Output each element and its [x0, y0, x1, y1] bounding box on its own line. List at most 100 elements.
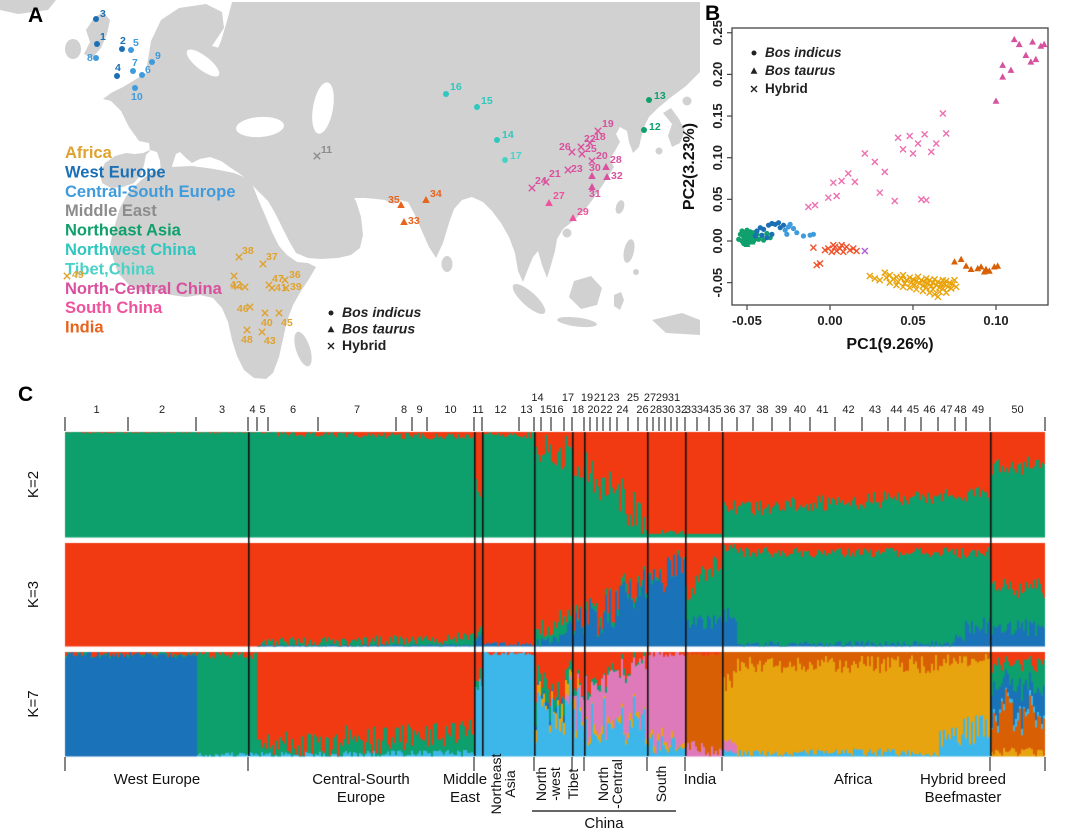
pca-ytick-label: 0.15: [710, 103, 725, 128]
x-marker: [528, 184, 536, 192]
x-marker: [866, 272, 874, 280]
map-point-label: 40: [261, 317, 273, 329]
pca-ytick-label: -0.05: [710, 268, 725, 298]
breed-number-13: 13: [520, 404, 532, 416]
map-point-label: 48: [241, 334, 253, 346]
triangle-marker: [985, 267, 993, 274]
x-marker: [833, 192, 841, 200]
map-point-label: 47: [272, 273, 284, 285]
breed-number-34: 34: [697, 404, 709, 416]
inland-seas: [186, 49, 334, 138]
triangle-marker: [1015, 40, 1023, 48]
map-point-label: 18: [594, 131, 606, 143]
breed-ticks: [64, 417, 1046, 431]
breed-number-30: 30: [662, 404, 674, 416]
dot-marker: [646, 97, 652, 103]
pca-series-hybrid-pink-x: [804, 110, 950, 211]
map-point-7: 7: [130, 57, 138, 74]
pca-plot-box: [731, 27, 1049, 306]
breed-number-3: 3: [219, 404, 225, 416]
breed-number-32: 32: [675, 404, 687, 416]
map-point-11: 11: [313, 144, 332, 160]
region-legend-CSE: Central-South Europe: [65, 183, 236, 201]
breed-number-4: 4: [249, 404, 255, 416]
breed-number-18: 18: [572, 404, 584, 416]
breed-number-24: 24: [616, 404, 628, 416]
map-point-label: 28: [610, 154, 622, 166]
dot-marker: [93, 55, 99, 61]
x-marker: [871, 274, 879, 282]
pca-xlabel: PC1(9.26%): [846, 336, 933, 353]
admixture-bars: [0, 380, 1080, 834]
x-marker: [921, 130, 929, 138]
breed-number-38: 38: [756, 404, 768, 416]
breed-number-28: 28: [650, 404, 662, 416]
triangle-marker: [1027, 58, 1035, 65]
group-label: India: [684, 771, 717, 788]
pca-legend: Bos indicus Bos taurus Hybrid: [750, 45, 842, 96]
triangle-marker: [397, 201, 405, 208]
x-marker: [838, 241, 846, 249]
dot-marker: [754, 228, 760, 234]
group-label: Hybrid breed: [920, 771, 1006, 788]
breed-number-11: 11: [472, 404, 483, 416]
x-marker: [939, 110, 947, 118]
k-label-1: K=2: [25, 471, 42, 498]
x-marker: [824, 194, 832, 202]
map-point-42: 42: [230, 272, 242, 291]
dot-marker: [94, 41, 100, 47]
map-point-label: 42: [230, 279, 242, 291]
region-legend-WE: West Europe: [65, 163, 166, 181]
breed-number-49: 49: [972, 404, 984, 416]
x-marker: [804, 203, 812, 211]
x-marker: [259, 260, 267, 268]
dot-marker: [502, 157, 508, 163]
map-point-label: 21: [549, 168, 561, 180]
pca-series-taurus-magenta-triangles: [992, 35, 1048, 104]
pca-points: [736, 35, 1048, 301]
x-marker: [813, 261, 821, 269]
map-point-label: 15: [481, 95, 493, 107]
dot-marker: [787, 221, 793, 227]
map-point-12: 12: [641, 121, 661, 133]
x-marker: [750, 85, 758, 93]
dot-marker: [443, 91, 449, 97]
x-marker: [851, 178, 859, 186]
map-point-15: 15: [474, 95, 493, 110]
breed-number-43: 43: [869, 404, 881, 416]
group-ticks: [64, 757, 1046, 771]
pca-ytick-label: 0.00: [710, 228, 725, 253]
x-marker: [586, 139, 594, 147]
breed-number-42: 42: [842, 404, 854, 416]
pca-series-hybrid-red-x: [809, 241, 861, 269]
triangle-marker: [1040, 40, 1048, 48]
region-legend-AF: Africa: [65, 144, 113, 162]
map-point-label: 33: [408, 215, 420, 227]
breed-number-10: 10: [444, 404, 456, 416]
dot-marker: [328, 310, 334, 316]
map-point-13: 13: [646, 90, 666, 103]
map-point-21: 21: [542, 168, 561, 186]
dot-marker: [780, 222, 787, 228]
x-marker: [258, 328, 266, 336]
triangle-marker: [974, 264, 982, 272]
dot-marker: [759, 232, 765, 238]
triangle-marker: [980, 268, 988, 275]
map-point-label: 13: [654, 90, 666, 102]
map-point-label: 22: [584, 133, 596, 145]
group-label: West Europe: [114, 771, 200, 788]
map-point-label: 43: [264, 335, 276, 347]
x-marker: [265, 281, 273, 289]
dot-marker: [139, 72, 145, 78]
group-label: North: [595, 767, 611, 801]
x-marker: [891, 197, 899, 205]
dot-marker: [810, 231, 816, 237]
region-legend-IN: India: [65, 319, 104, 337]
map-point-5: 5: [128, 37, 139, 53]
triangle-marker: [602, 163, 610, 170]
triangle-marker: [999, 61, 1007, 68]
group-label: South: [653, 766, 669, 803]
map-point-label: 26: [559, 141, 571, 153]
group-label: Central-Sourth: [312, 771, 410, 788]
